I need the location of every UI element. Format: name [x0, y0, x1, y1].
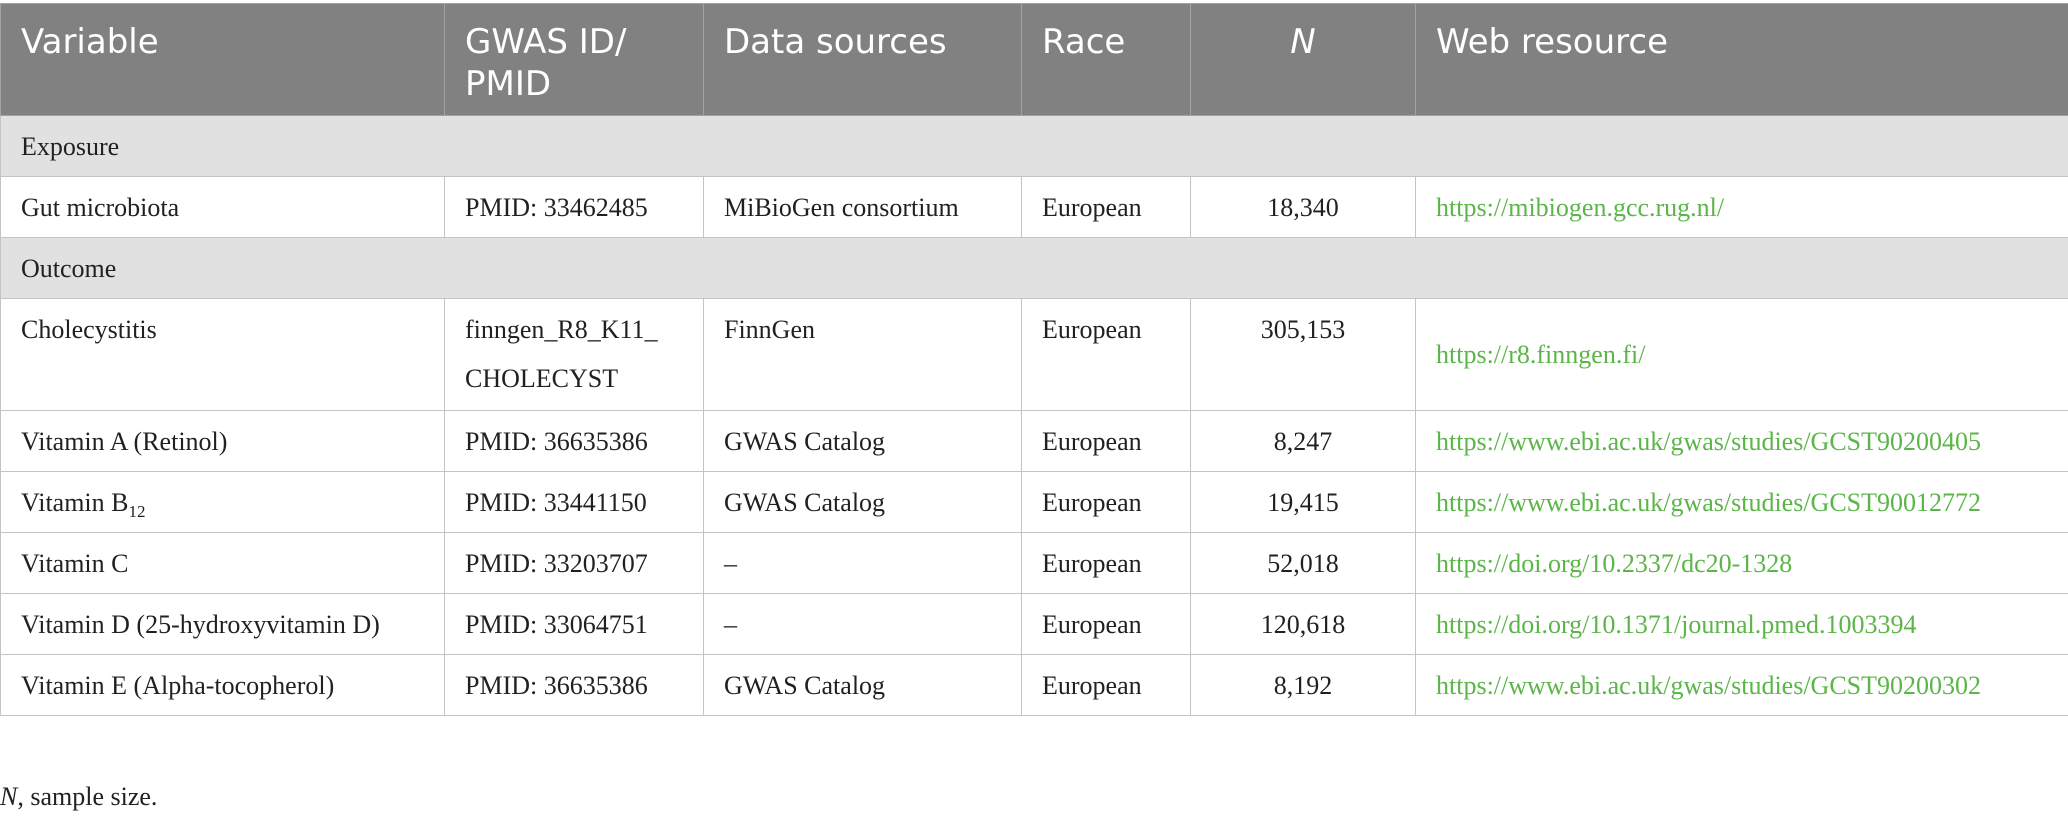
cell-web-resource-link[interactable]: https://www.ebi.ac.uk/gwas/studies/GCST9…: [1415, 654, 2068, 716]
cell-n: 8,192: [1190, 654, 1416, 716]
table-header-row: Variable GWAS ID/ PMID Data sources Race…: [0, 3, 2068, 116]
cell-web-resource-link[interactable]: https://r8.finngen.fi/: [1415, 298, 2068, 411]
cell-n: 52,018: [1190, 532, 1416, 594]
cell-variable: Gut microbiota: [0, 176, 445, 238]
table-row: Vitamin C PMID: 33203707 – European 52,0…: [0, 532, 2068, 594]
header-gwas-id: GWAS ID/ PMID: [444, 3, 704, 116]
cell-gwas-id: PMID: 36635386: [444, 410, 704, 472]
cell-web-resource-link[interactable]: https://doi.org/10.1371/journal.pmed.100…: [1415, 593, 2068, 655]
cell-variable: Vitamin E (Alpha-tocopherol): [0, 654, 445, 716]
cell-gwas-id: PMID: 33462485: [444, 176, 704, 238]
cell-web-resource-link[interactable]: https://www.ebi.ac.uk/gwas/studies/GCST9…: [1415, 410, 2068, 472]
cell-n: 19,415: [1190, 471, 1416, 533]
section-label-outcome: Outcome: [0, 237, 2068, 299]
cell-web-resource-link[interactable]: https://www.ebi.ac.uk/gwas/studies/GCST9…: [1415, 471, 2068, 533]
cell-gwas-id: PMID: 33064751: [444, 593, 704, 655]
table-row: Gut microbiota PMID: 33462485 MiBioGen c…: [0, 176, 2068, 238]
section-row-outcome: Outcome: [0, 237, 2068, 299]
table-row: Vitamin A (Retinol) PMID: 36635386 GWAS …: [0, 410, 2068, 472]
cell-variable: Vitamin C: [0, 532, 445, 594]
cell-race: European: [1021, 176, 1191, 238]
header-web-resource: Web resource: [1415, 3, 2068, 116]
cell-data-sources: GWAS Catalog: [703, 471, 1022, 533]
header-n-label: N: [1290, 22, 1316, 62]
header-variable: Variable: [0, 3, 445, 116]
cell-n: 18,340: [1190, 176, 1416, 238]
cell-gwas-id: PMID: 33203707: [444, 532, 704, 594]
table-row: Cholecystitis finngen_R8_K11_ CHOLECYST …: [0, 298, 2068, 411]
cell-gwas-id: PMID: 36635386: [444, 654, 704, 716]
cell-data-sources: FinnGen: [703, 298, 1022, 411]
header-race: Race: [1021, 3, 1191, 116]
cell-web-resource-link[interactable]: https://doi.org/10.2337/dc20-1328: [1415, 532, 2068, 594]
footnote-text: , sample size.: [17, 782, 158, 811]
data-sources-table: Variable GWAS ID/ PMID Data sources Race…: [0, 3, 2068, 716]
header-data-sources: Data sources: [703, 3, 1022, 116]
table-row: Vitamin E (Alpha-tocopherol) PMID: 36635…: [0, 654, 2068, 716]
cell-variable: Vitamin D (25-hydroxyvitamin D): [0, 593, 445, 655]
cell-n: 120,618: [1190, 593, 1416, 655]
footnote-symbol: N: [0, 782, 18, 811]
cell-data-sources: –: [703, 532, 1022, 594]
cell-race: European: [1021, 471, 1191, 533]
table-row: Vitamin D (25-hydroxyvitamin D) PMID: 33…: [0, 593, 2068, 655]
section-row-exposure: Exposure: [0, 115, 2068, 177]
cell-variable-subscript: 12: [128, 502, 146, 521]
cell-gwas-id-line-1: finngen_R8_K11_: [465, 315, 658, 344]
cell-variable: Vitamin A (Retinol): [0, 410, 445, 472]
cell-gwas-id: finngen_R8_K11_ CHOLECYST: [444, 298, 704, 411]
table-row: Vitamin B12 PMID: 33441150 GWAS Catalog …: [0, 471, 2068, 533]
cell-race: European: [1021, 298, 1191, 411]
cell-data-sources: GWAS Catalog: [703, 654, 1022, 716]
cell-race: European: [1021, 532, 1191, 594]
cell-data-sources: –: [703, 593, 1022, 655]
cell-web-resource-link[interactable]: https://mibiogen.gcc.rug.nl/: [1415, 176, 2068, 238]
cell-variable: Vitamin B12: [0, 471, 445, 533]
cell-race: European: [1021, 654, 1191, 716]
cell-race: European: [1021, 410, 1191, 472]
section-label-exposure: Exposure: [0, 115, 2068, 177]
cell-race: European: [1021, 593, 1191, 655]
cell-data-sources: GWAS Catalog: [703, 410, 1022, 472]
cell-gwas-id-line-2: CHOLECYST: [465, 364, 619, 393]
cell-data-sources: MiBioGen consortium: [703, 176, 1022, 238]
cell-variable-text: Vitamin B: [21, 488, 129, 517]
table-footnote: N, sample size.: [0, 782, 157, 812]
cell-variable: Cholecystitis: [0, 298, 445, 411]
cell-n: 8,247: [1190, 410, 1416, 472]
cell-gwas-id: PMID: 33441150: [444, 471, 704, 533]
cell-n: 305,153: [1190, 298, 1416, 411]
header-n: N: [1190, 3, 1416, 116]
